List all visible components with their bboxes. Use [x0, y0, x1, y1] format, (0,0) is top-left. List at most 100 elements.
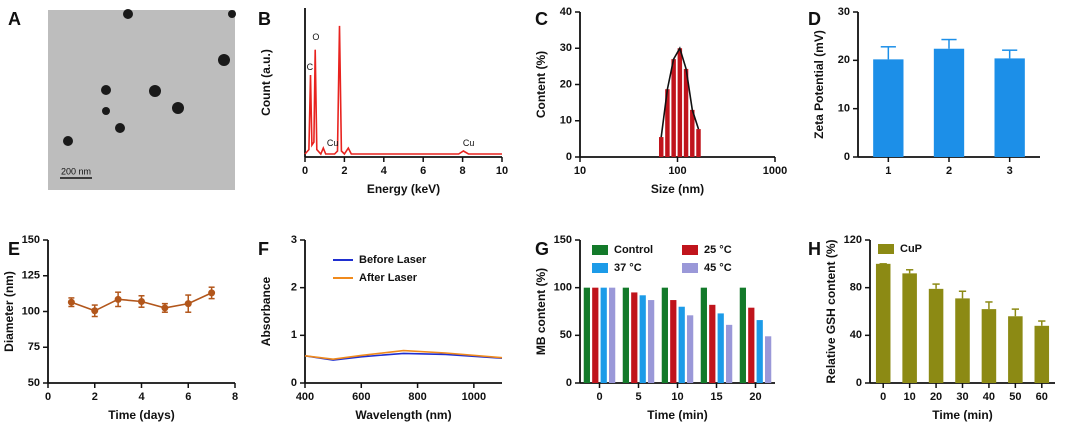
x-tick-label: 4	[138, 391, 145, 403]
y-tick-label: 2	[291, 282, 297, 294]
bar	[933, 48, 965, 157]
bar	[748, 307, 755, 383]
bar	[683, 68, 689, 157]
x-axis-title: Wavelength (nm)	[355, 408, 451, 422]
y-axis-title: Zeta Potential (mV)	[812, 30, 826, 139]
bar	[670, 300, 677, 383]
y-tick-label: 150	[554, 234, 572, 246]
x-tick-label: 8	[232, 391, 238, 403]
x-tick-label: 1000	[462, 391, 486, 403]
peak-label: Cu	[463, 138, 475, 148]
legend-label: 37 °C	[614, 262, 642, 274]
x-tick-label: 2	[946, 165, 952, 177]
x-tick-label: 0	[45, 391, 51, 403]
x-tick-label: 400	[296, 391, 314, 403]
x-tick-label: 1000	[763, 165, 787, 177]
point	[114, 295, 122, 303]
panel-label: B	[258, 9, 271, 29]
y-tick-label: 100	[22, 305, 40, 317]
bar	[717, 313, 724, 383]
legend-swatch	[592, 263, 608, 273]
y-tick-label: 75	[28, 341, 40, 353]
bar	[678, 306, 685, 383]
y-tick-label: 0	[566, 151, 572, 163]
bar	[658, 137, 664, 157]
peak-label: Cu	[327, 138, 339, 148]
x-tick-label: 10	[904, 391, 916, 403]
x-axis-title: Time (min)	[932, 408, 992, 422]
bar	[873, 59, 904, 157]
y-tick-label: 125	[22, 270, 40, 282]
x-axis-title: Energy (keV)	[367, 182, 440, 196]
tem-image	[48, 10, 235, 190]
y-tick-label: 1	[291, 329, 297, 341]
bar	[677, 48, 683, 157]
y-axis-title: MB content (%)	[534, 268, 548, 355]
y-axis-title: Content (%)	[534, 51, 548, 118]
y-tick-label: 10	[560, 115, 572, 127]
legend-swatch	[878, 244, 894, 254]
legend-swatch	[592, 245, 608, 255]
line	[304, 349, 503, 361]
nanoparticle	[63, 136, 73, 146]
x-tick-label: 40	[983, 391, 995, 403]
y-tick-label: 40	[560, 6, 572, 18]
x-tick-label: 6	[420, 165, 426, 177]
x-tick-label: 50	[1009, 391, 1021, 403]
x-tick-label: 60	[1036, 391, 1048, 403]
bar	[592, 287, 599, 383]
x-tick-label: 10	[574, 165, 586, 177]
y-tick-label: 30	[560, 42, 572, 54]
x-axis-title: Size (nm)	[651, 182, 704, 196]
y-tick-label: 20	[560, 78, 572, 90]
y-tick-label: 40	[850, 329, 862, 341]
x-tick-label: 2	[341, 165, 347, 177]
x-tick-label: 15	[710, 391, 722, 403]
bar	[631, 292, 638, 383]
y-tick-label: 0	[856, 377, 862, 389]
legend-label: 45 °C	[704, 262, 732, 274]
x-tick-label: 20	[930, 391, 942, 403]
point	[208, 289, 216, 297]
y-axis-title: Diameter (nm)	[2, 271, 16, 352]
bar	[739, 287, 746, 383]
peak-label: C	[307, 62, 314, 72]
x-tick-label: 20	[749, 391, 761, 403]
legend-label: Before Laser	[359, 254, 427, 266]
panel-label: H	[808, 239, 821, 259]
nanoparticle	[149, 85, 161, 97]
x-tick-label: 4	[381, 165, 388, 177]
y-tick-label: 10	[838, 103, 850, 115]
y-tick-label: 30	[838, 6, 850, 18]
y-tick-label: 50	[28, 377, 40, 389]
peak-label: O	[312, 32, 319, 42]
y-tick-label: 50	[560, 329, 572, 341]
y-axis-title: Count (a.u.)	[259, 49, 273, 116]
bar	[765, 336, 772, 383]
bar	[700, 287, 707, 383]
nanoparticle	[123, 9, 133, 19]
x-tick-label: 0	[596, 391, 602, 403]
bar	[1008, 316, 1023, 383]
bar	[726, 324, 733, 383]
nanoparticle	[115, 123, 125, 133]
x-tick-label: 1	[885, 165, 891, 177]
bar	[696, 129, 701, 157]
bar	[648, 300, 655, 383]
y-tick-label: 120	[844, 234, 862, 246]
nanoparticle	[101, 85, 111, 95]
y-tick-label: 0	[291, 377, 297, 389]
x-tick-label: 0	[880, 391, 886, 403]
nanoparticle	[228, 10, 236, 18]
bar	[756, 320, 763, 383]
spectrum	[304, 25, 502, 156]
legend-swatch	[682, 263, 698, 273]
legend-label: After Laser	[359, 272, 418, 284]
bar	[609, 287, 616, 383]
x-tick-label: 100	[668, 165, 686, 177]
point	[138, 297, 145, 305]
bar	[902, 273, 917, 383]
bar	[709, 304, 716, 383]
bar	[981, 309, 997, 383]
y-tick-label: 100	[554, 282, 572, 294]
